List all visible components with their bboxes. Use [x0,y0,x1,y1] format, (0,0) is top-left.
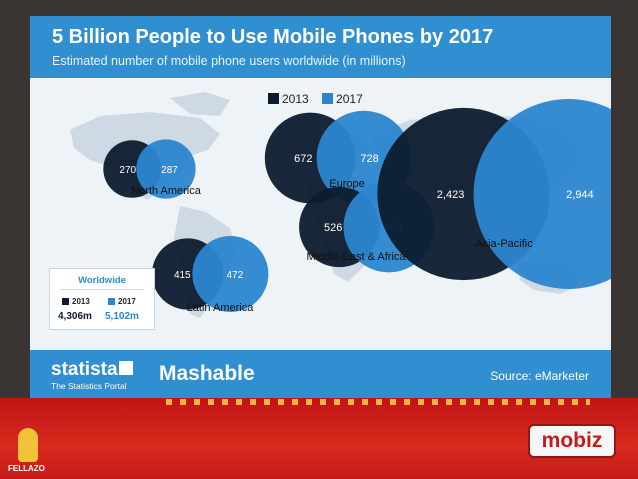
source-text: Source: eMarketer [490,369,589,383]
bubble-label-europe-2017: 728 [360,153,378,165]
bubble-label-north-america-2013: 270 [119,165,136,176]
fellazo-logo-text: FELLAZO [8,464,45,473]
footer-bar: statista The Statistics Portal Mashable … [30,350,611,398]
legend-label-2017: 2017 [336,92,363,106]
worldwide-legend-2017: 2017 [108,297,136,306]
bubble-label-asia-pacific-2017: 2,944 [566,189,594,201]
header-bar: 5 Billion People to Use Mobile Phones by… [30,16,611,78]
legend-label-2013: 2013 [282,92,309,106]
legend-item-2013: 2013 [268,92,309,106]
worldwide-value-2017: 5,102m [105,311,139,322]
legend-item-2017: 2017 [322,92,363,106]
bubble-north-america-2017 [136,139,196,199]
worldwide-legend-2013: 2013 [62,297,90,306]
bubble-label-asia-pacific-2013: 2,423 [437,189,465,201]
region-label-north-america: North America [131,185,202,197]
worldwide-swatch-2017 [108,298,115,305]
worldwide-legend-label-2013: 2013 [72,297,90,306]
region-label-asia-pacific: Asia-Pacific [475,238,533,250]
worldwide-value-2013: 4,306m [58,311,92,322]
bubble-label-latin-america-2017: 472 [227,270,244,281]
bubble-label-europe-2013: 672 [294,153,312,165]
statista-mark-icon [119,361,133,375]
legend: 2013 2017 [268,92,363,106]
legend-swatch-2017 [322,93,334,104]
worldwide-legend-label-2017: 2017 [118,297,136,306]
legend-swatch-2013 [268,93,279,104]
statista-logo: statista [51,359,118,380]
bubble-asia-pacific-2017 [473,99,611,289]
worldwide-divider [60,289,144,290]
mobiz-logo: mobiz [528,424,616,458]
statista-tagline: The Statistics Portal [51,381,127,391]
worldwide-box: Worldwide 2013 2017 4,306m 5,102m [49,268,155,330]
worldwide-swatch-2013 [62,298,69,305]
infographic-card: 5 Billion People to Use Mobile Phones by… [30,16,611,398]
bubble-label-latin-america-2013: 415 [174,270,191,281]
chart-subtitle: Estimated number of mobile phone users w… [52,54,406,68]
region-label-latin-america: Latin America [187,302,255,314]
fellazo-logo-icon [18,428,38,462]
bubble-label-middle-east-africa-2013: 526 [324,222,342,234]
region-label-middle-east-africa: Middle-East & Africa [306,251,406,263]
worldwide-title: Worldwide [78,275,126,286]
chart-title: 5 Billion People to Use Mobile Phones by… [52,26,494,48]
mashable-logo: Mashable [159,362,255,385]
bubble-latin-america-2017 [192,235,269,313]
dotted-divider [166,399,590,405]
bubble-label-north-america-2017: 287 [161,165,178,176]
